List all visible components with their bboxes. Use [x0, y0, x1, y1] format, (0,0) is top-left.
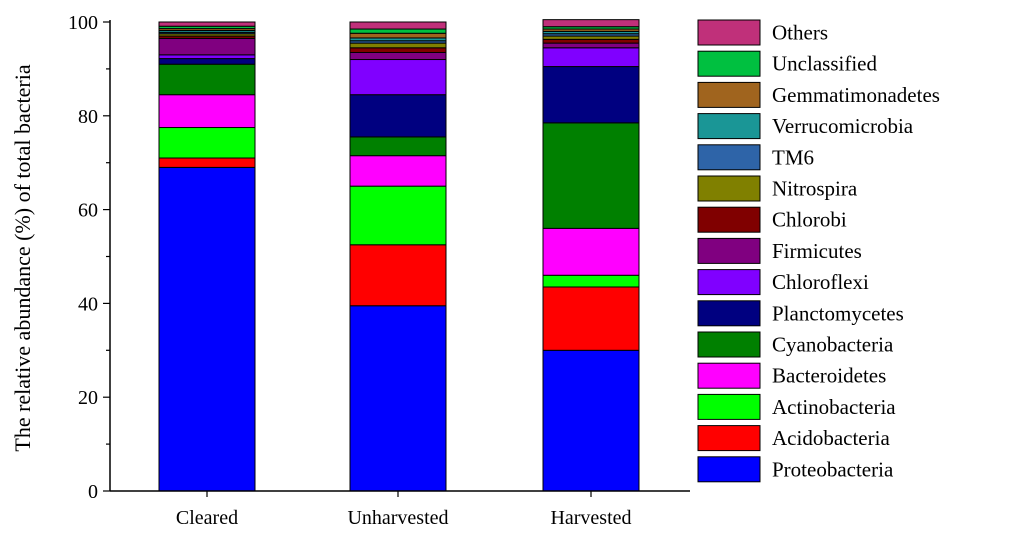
- y-axis-ticks: 0 20 40 60 80 100: [68, 12, 110, 503]
- legend-label: Actinobacteria: [772, 395, 896, 419]
- bar-segment-harvested-firmicutes: [542, 42, 640, 49]
- legend-swatch: [697, 81, 761, 108]
- y-axis-label: The relative abundance (%) of total bact…: [10, 64, 35, 451]
- x-axis-labels: Cleared Unharvested Harvested: [176, 491, 632, 529]
- bar-segment-unharvested-others: [349, 21, 447, 30]
- legend-swatch: [697, 425, 761, 452]
- bar-segment-unharvested-actinobacteria: [349, 185, 447, 246]
- bar-segment-cleared-acidobacteria: [158, 157, 256, 168]
- bar-segment-harvested-proteobacteria: [542, 349, 640, 492]
- y-tick-label: 40: [78, 293, 98, 315]
- bar-segment-harvested-bacteroidetes: [542, 227, 640, 276]
- y-tick-label: 60: [78, 200, 98, 222]
- bar-segment-unharvested-chloroflexi: [349, 59, 447, 96]
- legend-label: Cyanobacteria: [772, 333, 894, 357]
- legend-swatch: [697, 206, 761, 233]
- legend-label: Chloroflexi: [772, 270, 869, 294]
- bar-segment-cleared-cyanobacteria: [158, 63, 256, 96]
- bar-segment-unharvested-bacteroidetes: [349, 155, 447, 187]
- legend-item-others: Others: [697, 19, 828, 46]
- legend-item-verrucomicrobia: Verrucomicrobia: [697, 113, 914, 140]
- legend-item-planctomycetes: Planctomycetes: [697, 300, 904, 327]
- bar-segment-harvested-acidobacteria: [542, 286, 640, 351]
- bar-segment-harvested-chlorobi: [542, 38, 640, 44]
- bar-segment-unharvested-planctomycetes: [349, 94, 447, 138]
- y-tick-label: 80: [78, 106, 98, 128]
- legend-swatch: [697, 393, 761, 420]
- legend-label: Others: [772, 21, 828, 45]
- bar-segment-harvested-chloroflexi: [542, 47, 640, 68]
- legend-label: Acidobacteria: [772, 426, 890, 450]
- legend-swatch: [697, 269, 761, 296]
- legend-label: Unclassified: [772, 52, 877, 76]
- bar-segment-unharvested-gemmatimonadetes: [349, 32, 447, 39]
- y-tick-label: 100: [68, 12, 98, 34]
- legend-label: Nitrospira: [772, 177, 858, 201]
- bar-segment-unharvested-unclassified: [349, 28, 447, 34]
- legend-label: Chlorobi: [772, 208, 847, 232]
- legend: Others Unclassified Gemmatimonadetes Verruc…: [697, 19, 940, 483]
- legend-swatch: [697, 331, 761, 358]
- legend-item-unclassified: Unclassified: [697, 50, 877, 77]
- plot-area: [158, 19, 640, 492]
- bar-segment-unharvested-cyanobacteria: [349, 136, 447, 157]
- legend-item-cyanobacteria: Cyanobacteria: [697, 331, 894, 358]
- legend-item-chloroflexi: Chloroflexi: [697, 269, 869, 296]
- legend-swatch: [697, 237, 761, 264]
- legend-swatch: [697, 362, 761, 389]
- bar-segment-cleared-bacteroidetes: [158, 94, 256, 129]
- bar-segment-harvested-planctomycetes: [542, 66, 640, 124]
- legend-item-bacteroidetes: Bacteroidetes: [697, 362, 886, 389]
- legend-label: Planctomycetes: [772, 301, 904, 325]
- bar-segment-cleared-actinobacteria: [158, 127, 256, 159]
- legend-item-acidobacteria: Acidobacteria: [697, 425, 890, 452]
- legend-label: Proteobacteria: [772, 457, 894, 481]
- x-tick-label-cleared: Cleared: [176, 507, 238, 529]
- legend-swatch: [697, 456, 761, 483]
- legend-item-tm6: TM6: [697, 144, 814, 171]
- legend-swatch: [697, 19, 761, 46]
- bar-segment-harvested-actinobacteria: [542, 274, 640, 288]
- y-tick-label: 20: [78, 387, 98, 409]
- bar-segment-unharvested-chlorobi: [349, 47, 447, 53]
- legend-swatch: [697, 144, 761, 171]
- x-tick-label-harvested: Harvested: [550, 507, 631, 529]
- legend-label: Verrucomicrobia: [772, 114, 914, 138]
- legend-label: Firmicutes: [772, 239, 862, 263]
- bar-segment-cleared-chloroflexi: [158, 54, 256, 60]
- legend-label: TM6: [772, 145, 814, 169]
- bar-segment-cleared-firmicutes: [158, 37, 256, 56]
- legend-swatch: [697, 50, 761, 77]
- legend-label: Bacteroidetes: [772, 364, 886, 388]
- legend-item-actinobacteria: Actinobacteria: [697, 393, 896, 420]
- bar-segment-unharvested-proteobacteria: [349, 305, 447, 492]
- bar-segment-harvested-others: [542, 19, 640, 28]
- legend-swatch: [697, 175, 761, 202]
- bar-segment-unharvested-nitrospira: [349, 42, 447, 49]
- legend-swatch: [697, 300, 761, 327]
- legend-item-nitrospira: Nitrospira: [697, 175, 858, 202]
- bar-segment-unharvested-firmicutes: [349, 51, 447, 61]
- y-tick-label: 0: [88, 481, 98, 503]
- legend-label: Gemmatimonadetes: [772, 83, 940, 107]
- legend-item-chlorobi: Chlorobi: [697, 206, 847, 233]
- bar-segment-unharvested-acidobacteria: [349, 244, 447, 307]
- bar-segment-harvested-cyanobacteria: [542, 122, 640, 229]
- bar-segment-cleared-others: [158, 21, 256, 27]
- x-tick-label-unharvested: Unharvested: [347, 507, 448, 529]
- legend-item-proteobacteria: Proteobacteria: [697, 456, 894, 483]
- legend-item-gemmatimonadetes: Gemmatimonadetes: [697, 81, 940, 108]
- bar-segment-cleared-planctomycetes: [158, 58, 256, 65]
- legend-swatch: [697, 113, 761, 140]
- legend-item-firmicutes: Firmicutes: [697, 237, 862, 264]
- bar-segment-cleared-proteobacteria: [158, 166, 256, 492]
